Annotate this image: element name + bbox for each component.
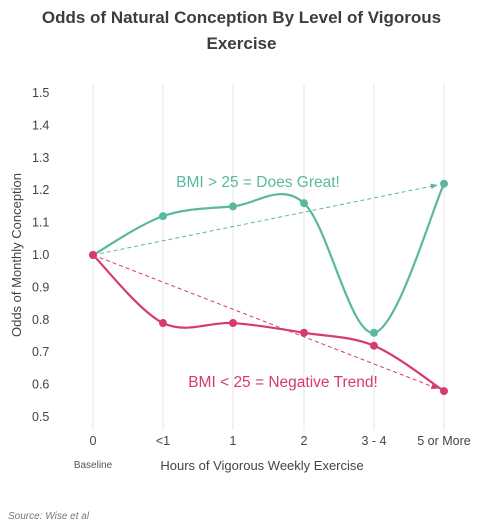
y-tick-label: 1.4: [32, 118, 49, 132]
trend-arrow: [92, 254, 439, 390]
data-point: [89, 251, 97, 259]
data-points: [89, 179, 448, 396]
data-point: [229, 319, 237, 328]
x-tick-label: 0: [90, 434, 97, 448]
annotation-bmi-over-25: BMI > 25 = Does Great!: [176, 174, 340, 191]
x-axis-label: Hours of Vigorous Weekly Exercise: [160, 458, 363, 473]
annotation-bmi-under-25: BMI < 25 = Negative Trend!: [188, 374, 378, 391]
y-tick-label: 1.1: [32, 216, 49, 230]
trend-arrow: [92, 183, 438, 256]
x-tick-labels: 0 Baseline <1 1 2 3 - 4 5 or More: [74, 434, 471, 471]
y-tick-label: 1.5: [32, 86, 49, 100]
x-tick-label: 1: [230, 434, 237, 448]
grid-lines: [92, 84, 445, 430]
x-tick-label: 2: [301, 434, 308, 448]
x-tick-label: <1: [156, 434, 170, 448]
data-point: [440, 387, 448, 396]
chart-title-line1: Odds of Natural Conception By Level of V…: [41, 8, 442, 27]
y-tick-label: 1.2: [32, 183, 49, 197]
y-axis-label: Odds of Monthly Conception: [9, 173, 24, 337]
data-point: [300, 199, 308, 208]
y-tick-label: 0.8: [32, 313, 49, 327]
x-tick-sublabel: Baseline: [74, 460, 113, 471]
data-point: [370, 341, 378, 350]
data-point: [300, 328, 308, 337]
data-point: [370, 328, 378, 337]
chart-title: Odds of Natural Conception By Level of V…: [0, 5, 483, 57]
series-line: [92, 254, 445, 393]
source-note: Source: Wise et al: [8, 511, 90, 522]
y-tick-label: 0.6: [32, 378, 49, 392]
x-tick-label: 5 or More: [417, 434, 471, 448]
y-tick-label: 1.3: [32, 151, 49, 165]
chart-title-line2: Exercise: [206, 34, 277, 53]
y-tick-label: 0.5: [32, 410, 49, 424]
x-tick-label: 3 - 4: [361, 434, 386, 448]
data-point: [159, 319, 167, 328]
data-point: [229, 202, 237, 211]
y-tick-labels: 0.5 0.6 0.7 0.8 0.9 1.0 1.1 1.2 1.3 1.4 1.5: [32, 86, 49, 424]
data-point: [440, 179, 448, 188]
y-tick-label: 0.9: [32, 280, 49, 294]
trend-arrows: [92, 183, 439, 390]
y-tick-label: 1.0: [32, 248, 49, 262]
y-tick-label: 0.7: [32, 345, 49, 359]
series-lines: [92, 183, 445, 393]
data-point: [159, 212, 167, 221]
